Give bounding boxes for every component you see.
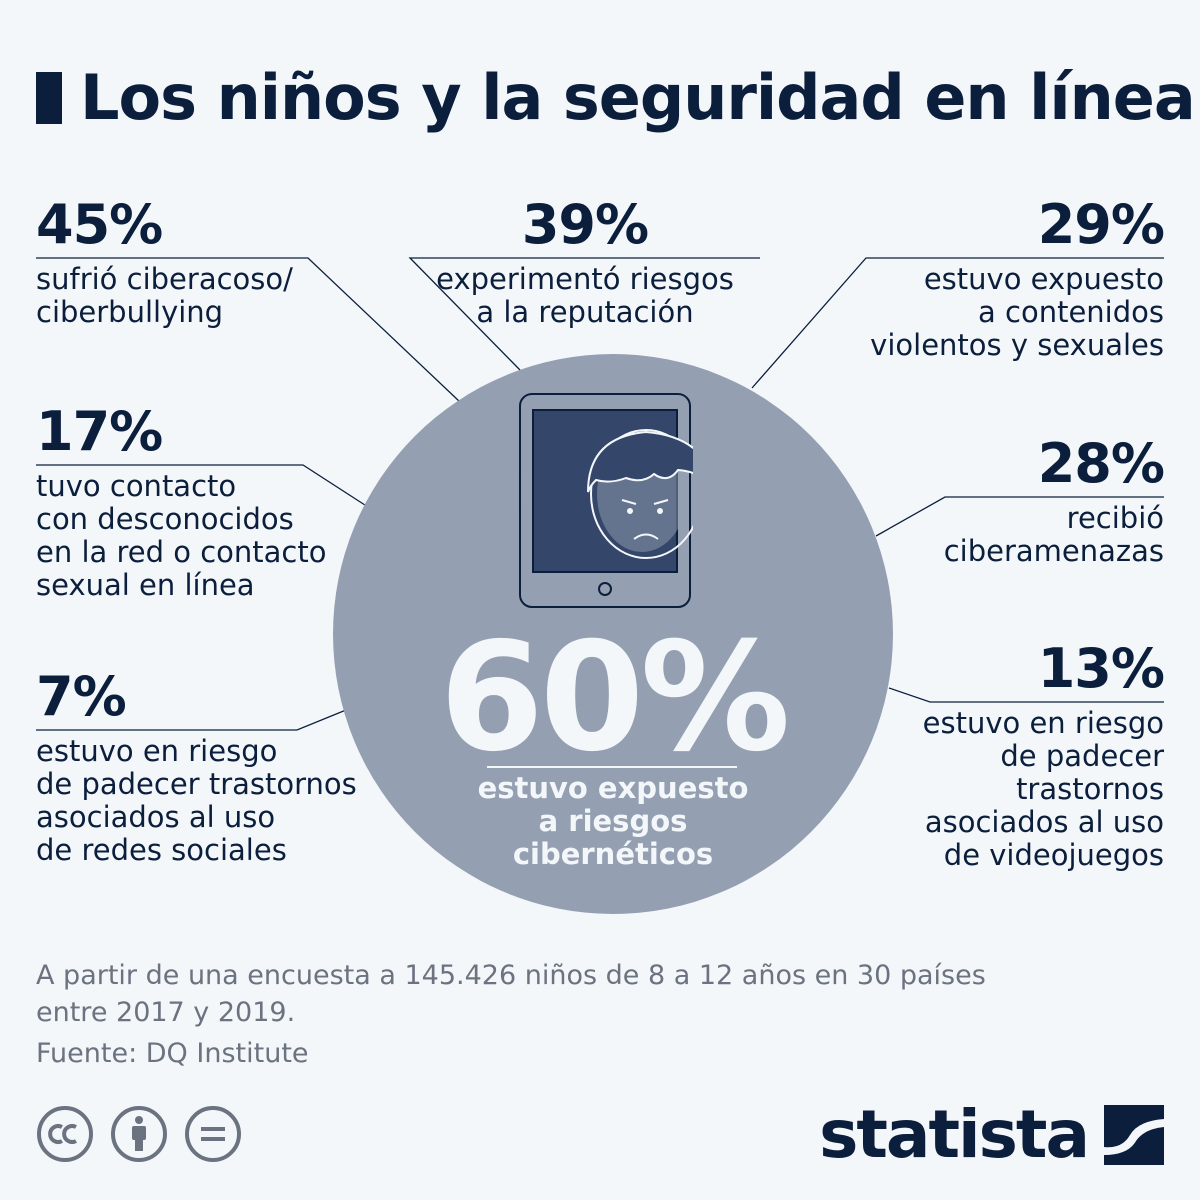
creative-commons-icon[interactable] [36, 1105, 94, 1163]
stat-cyberthreats: 28% recibió ciberamenazas [844, 432, 1165, 568]
statista-logo-icon [1104, 1105, 1164, 1165]
center-percentage: 60% [439, 611, 790, 785]
leader-line-17 [36, 464, 369, 508]
stat-percentage: 39% [521, 193, 649, 256]
stat-social-media-disorders: 7% estuvo en riesgo de padecer trastorno… [36, 667, 357, 867]
stat-description: estuvo expuesto a contenidos violentos y… [870, 262, 1164, 362]
no-derivatives-icon[interactable] [184, 1105, 242, 1163]
stat-percentage: 29% [1037, 193, 1165, 256]
leader-line-7 [36, 709, 347, 731]
stat-description: estuvo en riesgo de padecer trastornos a… [36, 734, 357, 867]
source-credit: Fuente: DQ Institute [36, 1038, 309, 1069]
leader-line-45 [36, 257, 461, 403]
license-badges [36, 1105, 242, 1163]
attribution-icon[interactable] [110, 1105, 168, 1163]
stat-percentage: 17% [36, 400, 163, 463]
center-description: estuvo expuesto a riesgos cibernéticos [477, 771, 749, 871]
center-divider [487, 766, 737, 768]
stat-percentage: 13% [1037, 637, 1165, 700]
stat-percentage: 7% [36, 665, 127, 728]
leader-line-13 [888, 687, 1164, 703]
stat-percentage: 45% [36, 193, 163, 256]
title-accent-bar [36, 72, 62, 124]
stat-violent-sexual-content: 29% estuvo expuesto a contenidos violent… [804, 193, 1165, 362]
leader-line-39 [408, 257, 760, 371]
sad-child-tablet-icon [519, 393, 693, 608]
stat-description: recibió ciberamenazas [943, 501, 1164, 568]
stat-cyberbullying: 45% sufrió ciberacoso/ ciberbullying [36, 195, 293, 329]
brand-wordmark: statista [819, 1096, 1090, 1173]
stat-description: estuvo en riesgo de padecer trastornos a… [922, 706, 1164, 872]
leader-line-29 [751, 257, 1164, 389]
statista-logo[interactable]: statista [819, 1100, 1164, 1170]
leader-line-28 [875, 496, 1164, 537]
stat-description: experimentó riesgos a la reputación [436, 262, 734, 329]
page-title: Los niños y la seguridad en línea [80, 61, 1196, 134]
stat-description: tuvo contacto con desconocidos en la red… [36, 469, 327, 602]
child-face-icon [587, 429, 693, 559]
stat-percentage: 28% [1037, 432, 1165, 495]
stat-description: sufrió ciberacoso/ ciberbullying [36, 262, 293, 329]
stat-videogame-disorders: 13% estuvo en riesgo de padecer trastorn… [844, 637, 1165, 872]
stat-contact-strangers: 17% tuvo contacto con desconocidos en la… [36, 402, 326, 602]
survey-note: A partir de una encuesta a 145.426 niños… [36, 960, 986, 1028]
stat-reputation-risks: 39% experimentó riesgos a la reputación [410, 195, 760, 329]
